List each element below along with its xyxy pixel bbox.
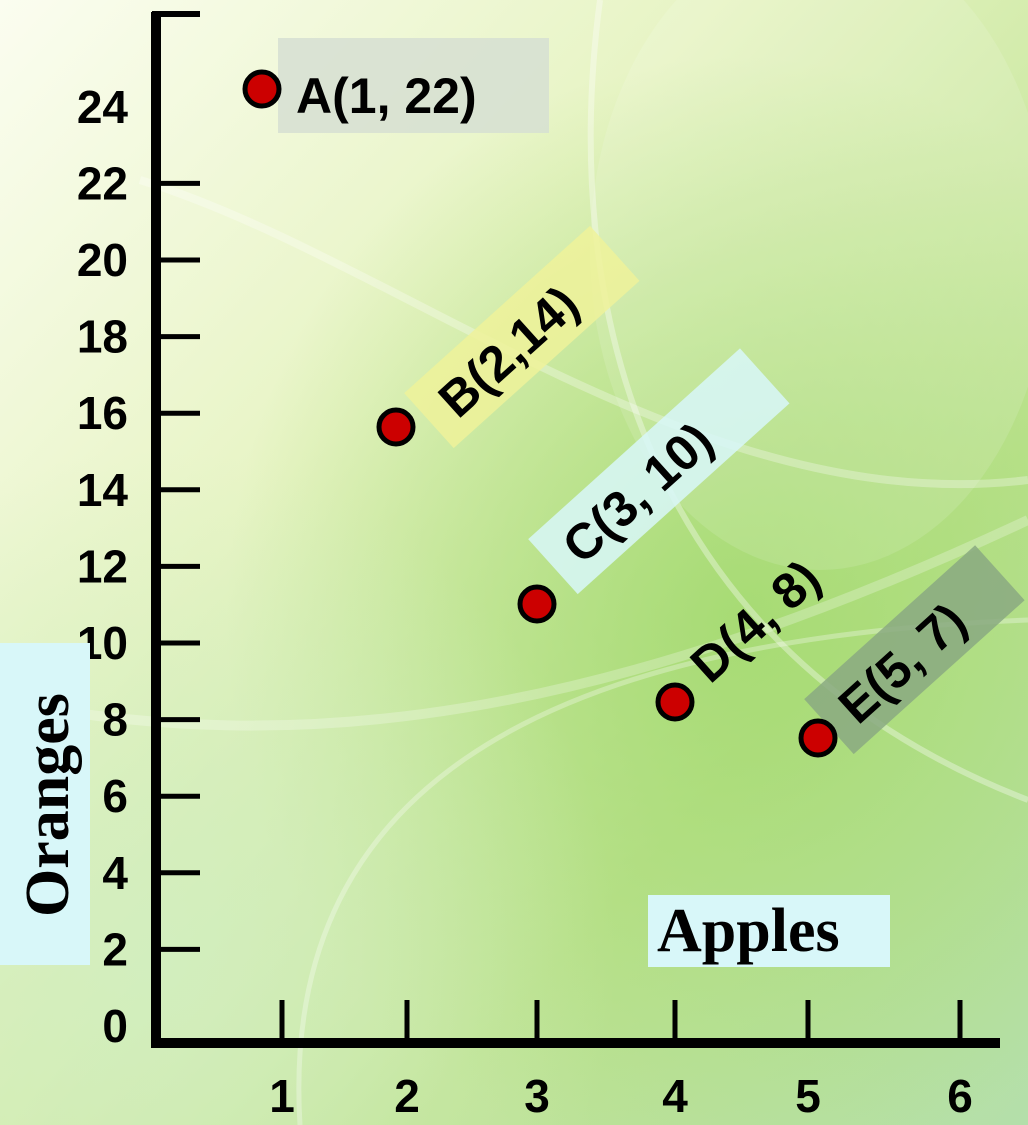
y-tick-label: 18 (77, 311, 128, 363)
y-tick-label: 24 (77, 81, 129, 133)
x-tick-label: 2 (394, 1070, 420, 1122)
point-labels: A(1, 22)B(2,14)C(3, 10)D(4, 8)E(5, 7) (296, 68, 977, 734)
y-tick-label: 6 (102, 770, 128, 822)
y-tick-label: 20 (77, 234, 128, 286)
points (242, 69, 838, 758)
point-label: A(1, 22) (296, 68, 477, 124)
y-tick-label: 2 (102, 923, 128, 975)
data-point (517, 584, 557, 624)
point-label-bg (278, 38, 549, 133)
y-tick-label: 4 (102, 847, 128, 899)
y-tick-label: 14 (77, 464, 129, 516)
point-label: D(4, 8) (680, 549, 831, 693)
x-tick-label: 4 (662, 1070, 688, 1122)
x-axis-title: Apples (657, 897, 840, 965)
y-axis-title: Oranges (14, 693, 82, 917)
x-tick-label: 6 (947, 1070, 973, 1122)
y-tick-label: 16 (77, 387, 128, 439)
y-axis-title-bg (0, 643, 90, 965)
data-point (798, 718, 838, 758)
data-point (655, 682, 695, 722)
x-tick-label: 1 (269, 1070, 295, 1122)
y-tick-label: 22 (77, 157, 128, 209)
point-label: C(3, 10) (552, 412, 724, 574)
x-tick-label: 3 (524, 1070, 550, 1122)
point-label-bg (404, 225, 640, 449)
data-point (376, 407, 416, 447)
data-point (242, 69, 282, 109)
y-tick-label: 12 (77, 540, 128, 592)
y-tick-label: 0 (102, 1000, 128, 1052)
label-backgrounds (278, 38, 1025, 755)
point-label-bg (804, 545, 1025, 755)
x-tick-label: 5 (795, 1070, 821, 1122)
y-tick-label: 8 (102, 694, 128, 746)
point-label-bg (528, 348, 790, 595)
x-axis-title-bg (648, 895, 890, 967)
x-ticks: 1 2 3 4 5 6 (269, 1000, 973, 1122)
